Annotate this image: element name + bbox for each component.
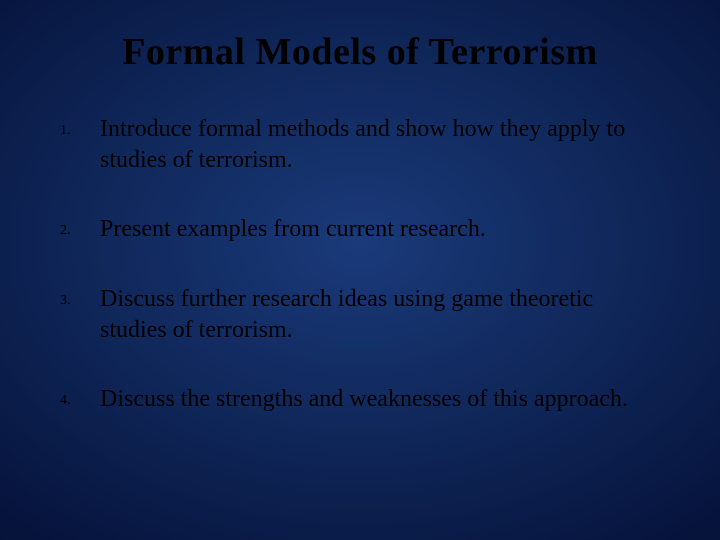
list-item-text: Discuss the strengths and weaknesses of …	[100, 384, 660, 415]
slide-container: Formal Models of Terrorism 1. Introduce …	[0, 0, 720, 540]
numbered-list: 1. Introduce formal methods and show how…	[60, 114, 660, 415]
list-item-number: 4.	[60, 384, 100, 410]
list-item-text: Discuss further research ideas using gam…	[100, 284, 660, 346]
list-item: 2. Present examples from current researc…	[60, 214, 660, 245]
list-item: 3. Discuss further research ideas using …	[60, 284, 660, 346]
list-item: 4. Discuss the strengths and weaknesses …	[60, 384, 660, 415]
list-item-number: 3.	[60, 284, 100, 310]
list-item-number: 1.	[60, 114, 100, 140]
list-item: 1. Introduce formal methods and show how…	[60, 114, 660, 176]
list-item-number: 2.	[60, 214, 100, 240]
list-item-text: Introduce formal methods and show how th…	[100, 114, 660, 176]
slide-title: Formal Models of Terrorism	[60, 30, 660, 74]
list-item-text: Present examples from current research.	[100, 214, 660, 245]
